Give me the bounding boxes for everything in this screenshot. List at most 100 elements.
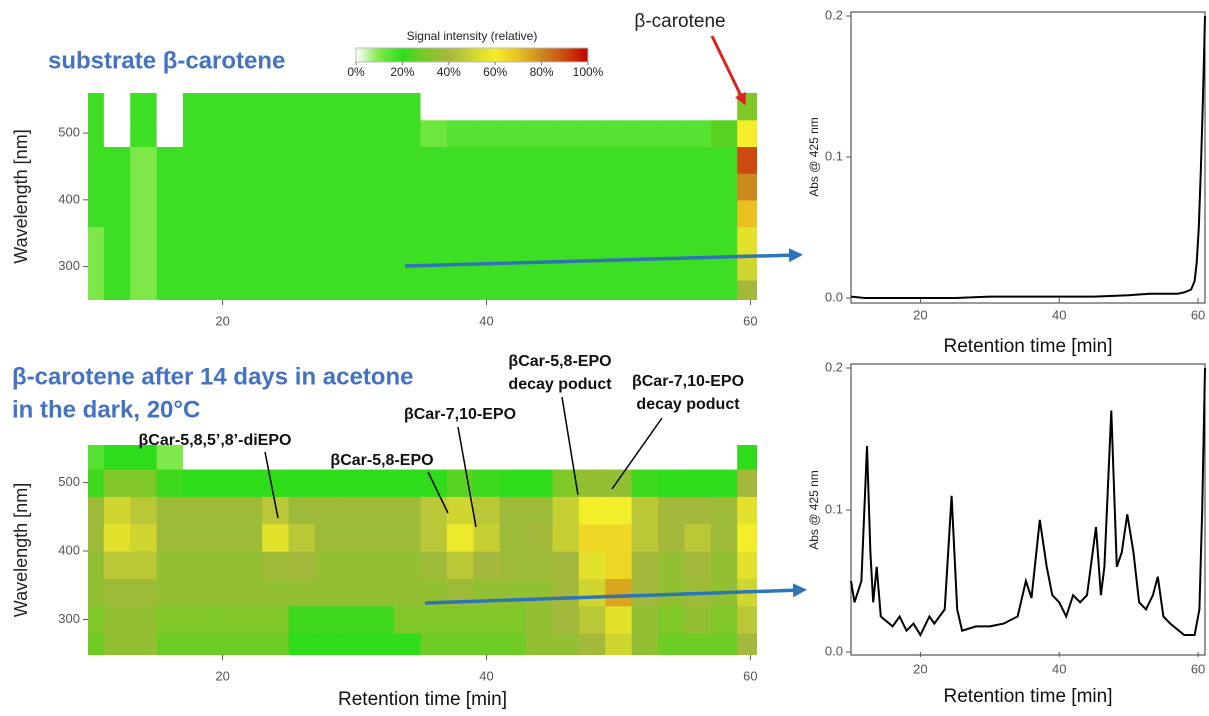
heatmap-cell	[420, 279, 448, 300]
x-axis-label: Retention time [min]	[944, 336, 1113, 357]
heatmap-cell	[446, 551, 474, 579]
leader-line	[427, 471, 449, 514]
link-arrow	[404, 248, 803, 268]
colorbar-tick-label: 80%	[530, 65, 554, 79]
leader-line	[264, 451, 279, 519]
heatmap-cell	[235, 199, 263, 228]
heatmap-cell	[235, 468, 263, 497]
heatmap-cell	[446, 633, 474, 655]
heatmap-cell	[631, 146, 659, 174]
x-tick-label: 40	[1052, 307, 1066, 322]
heatmap-cell	[209, 253, 237, 281]
heatmap-cell	[499, 253, 527, 281]
heatmap-cell	[605, 226, 633, 254]
y-tick-label: 400	[58, 542, 80, 557]
heatmap-cell	[156, 633, 184, 655]
heatmap-cell	[658, 605, 686, 634]
heatmap-cell	[737, 253, 757, 281]
heatmap-cell	[552, 173, 580, 201]
heatmap-cell	[658, 199, 686, 228]
heatmap-cell	[446, 253, 474, 281]
heatmap-cell	[209, 445, 237, 470]
heatmap-cell	[473, 119, 501, 148]
y-axis-label: Wavelength [nm]	[11, 483, 31, 617]
heatmap-cell	[446, 496, 474, 525]
heatmap-cell	[605, 551, 633, 579]
heatmap-cell	[367, 146, 395, 174]
heatmap-cell	[737, 279, 757, 300]
heatmap-cell	[209, 173, 237, 201]
annotation: β-carotene	[634, 11, 725, 32]
heatmap-cell	[130, 523, 158, 552]
heatmap-cell	[88, 578, 105, 607]
heatmap-cell	[710, 119, 738, 148]
heatmap-cell	[209, 551, 237, 579]
leader-line	[611, 417, 663, 490]
heatmap-cell	[341, 253, 369, 281]
heatmap-cell	[183, 468, 210, 497]
heatmap-cell	[88, 173, 105, 201]
heatmap-cell	[209, 93, 237, 121]
heatmap-cell	[262, 605, 290, 634]
heatmap-cell	[314, 119, 342, 148]
heatmap-cell	[446, 523, 474, 552]
heatmap-cell	[473, 199, 501, 228]
heatmap-cell	[631, 605, 659, 634]
heatmap-cell	[103, 93, 131, 121]
y-axis-label: Abs @ 425 nm	[807, 470, 821, 550]
link-arrow	[424, 583, 807, 605]
heatmap-cell	[578, 173, 606, 201]
heatmap-cell	[130, 605, 158, 634]
heatmap-cell	[578, 468, 606, 497]
heatmap-cell	[631, 226, 659, 254]
heatmap-cell	[578, 279, 606, 300]
heatmap-cell	[235, 146, 263, 174]
y-tick-label: 0.2	[825, 359, 843, 374]
heatmap-cell	[367, 173, 395, 201]
heatmap-cell	[605, 199, 633, 228]
heatmap-cell	[394, 551, 422, 579]
heatmap-cell	[209, 496, 237, 525]
heatmap-cell	[737, 605, 757, 634]
x-axis-label: Retention time [min]	[338, 689, 507, 710]
heatmap-cell	[367, 279, 395, 300]
heatmap-cell	[341, 551, 369, 579]
heatmap	[88, 93, 757, 300]
heatmap-cell	[314, 173, 342, 201]
heatmap-cell	[367, 445, 395, 470]
heatmap-cell	[314, 633, 342, 655]
heatmap-cell	[288, 119, 316, 148]
heatmap-cell	[262, 173, 290, 201]
heatmap-cell	[473, 468, 501, 497]
heatmap-cell	[552, 523, 580, 552]
heatmap-cell	[552, 226, 580, 254]
heatmap-cell	[235, 226, 263, 254]
heatmap-cell	[684, 279, 712, 300]
heatmap-cell	[737, 146, 757, 174]
y-tick-label: 500	[58, 474, 80, 489]
heatmap-cell	[156, 93, 184, 121]
heatmap-cell	[394, 605, 422, 634]
heatmap-cell	[658, 119, 686, 148]
heatmap-cell	[103, 551, 131, 579]
heatmap-cell	[88, 119, 105, 148]
heatmap-cell	[499, 93, 527, 121]
heatmap-cell	[183, 119, 210, 148]
heatmap-cell	[288, 445, 316, 470]
heatmap-cell	[499, 226, 527, 254]
heatmap-cell	[473, 279, 501, 300]
heatmap-cell	[156, 226, 184, 254]
y-tick-label: 0.1	[825, 501, 843, 516]
annotation: βCar-5,8,5’,8’-diEPO	[139, 432, 292, 449]
line-trace	[850, 15, 1206, 299]
heatmap-cell	[88, 468, 105, 497]
heatmap-cell	[473, 146, 501, 174]
heatmap-cell	[183, 551, 210, 579]
heatmap-cell	[314, 578, 342, 607]
heatmap-cell	[394, 226, 422, 254]
heatmap-cell	[394, 173, 422, 201]
heatmap-cell	[737, 226, 757, 254]
heatmap-cell	[262, 551, 290, 579]
heatmap-cell	[367, 578, 395, 607]
